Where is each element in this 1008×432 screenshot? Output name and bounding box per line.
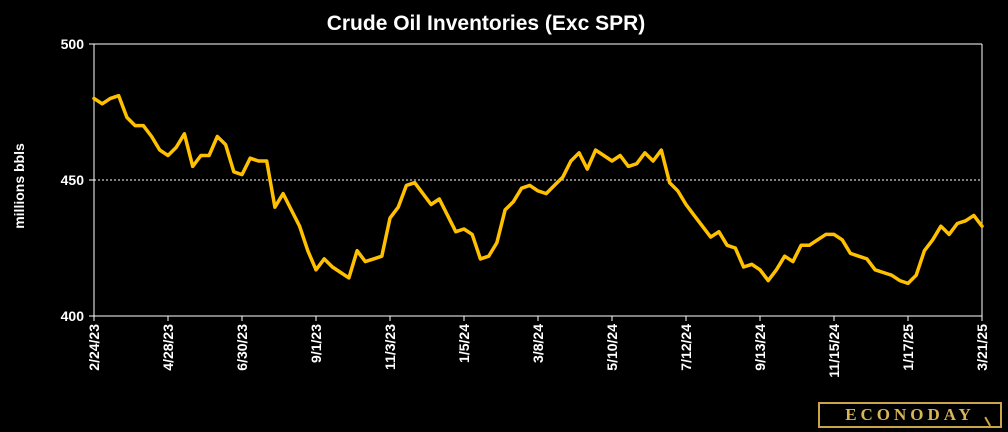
x-tick-label: 11/3/23 [382,324,398,370]
y-tick-label: 500 [61,36,85,52]
logo-mark-icon [984,411,1000,427]
x-tick-label: 6/30/23 [234,324,250,371]
y-tick-label: 450 [61,172,85,188]
econoday-logo: ECONODAY [818,402,1002,428]
inventory-series-line [92,93,984,286]
x-tick-label: 1/5/24 [456,324,472,363]
x-tick-label: 3/8/24 [530,324,546,363]
x-tick-label: 11/15/24 [826,324,842,378]
y-axis-label: millions bbls [11,143,27,229]
x-tick-label: 9/13/24 [752,324,768,371]
y-tick-label: 400 [61,308,85,324]
chart-title: Crude Oil Inventories (Exc SPR) [327,12,646,35]
x-tick-label: 9/1/23 [308,324,324,363]
x-tick-label: 2/24/23 [86,324,102,371]
x-tick-label: 1/17/25 [900,324,916,371]
logo-text: ECONODAY [845,405,975,424]
x-tick-label: 5/10/24 [604,324,620,371]
x-tick-label: 4/28/23 [160,324,176,371]
x-tick-label: 3/21/25 [974,324,990,371]
x-tick-label: 7/12/24 [678,324,694,371]
